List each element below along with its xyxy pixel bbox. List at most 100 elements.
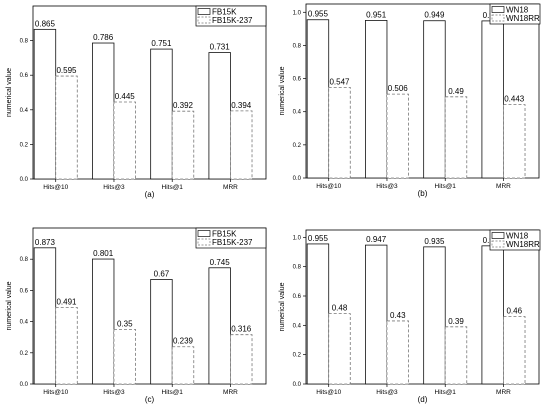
y-tick-label: 0.6 (20, 288, 29, 294)
bar-secondary (386, 320, 409, 385)
x-tick-label: Hits@10 (316, 389, 341, 396)
y-tick-label: 0.8 (20, 257, 29, 263)
data-label: 0.48 (332, 304, 348, 313)
x-tick-label: Hits@3 (376, 389, 398, 396)
x-tick-label: Hits@3 (103, 184, 125, 191)
data-label: 0.506 (388, 84, 409, 93)
y-tick-label: 1.0 (293, 235, 302, 241)
plot-frame (32, 227, 267, 385)
data-label: 0.751 (151, 39, 172, 48)
legend-entry: WN18RR (506, 14, 540, 23)
data-label: 0.39 (448, 317, 464, 326)
bar-primary (92, 42, 115, 180)
bar-primary (481, 245, 504, 385)
legend-swatch (197, 238, 211, 246)
y-tick-label: 0.4 (20, 320, 29, 326)
y-axis-label: numerical value (279, 66, 286, 115)
plot-frame (32, 5, 267, 180)
x-tick-label: Hits@1 (162, 389, 184, 396)
data-label: 0.947 (366, 235, 387, 244)
bar-secondary (386, 93, 409, 179)
data-label: 0.394 (231, 101, 252, 110)
y-tick-label: 0.6 (293, 77, 302, 83)
y-tick-label: 0.4 (293, 323, 302, 329)
bar-primary (306, 19, 330, 179)
y-tick-label: 0.4 (20, 108, 29, 114)
bar-primary (150, 48, 173, 180)
y-tick-label: 0.0 (20, 382, 29, 388)
data-label: 0.731 (210, 43, 231, 52)
bar-secondary (230, 110, 253, 180)
bar-secondary (444, 326, 468, 385)
bar-primary (365, 244, 388, 385)
y-tick-label: 0.8 (293, 43, 302, 49)
bar-secondary (328, 313, 351, 385)
y-tick-label: 0.2 (293, 353, 302, 359)
bar-primary (423, 246, 446, 385)
chart-panel-1: 0.0 0.2 0.4 0.6 0.8 numerical value 0.865 0.595… (6, 5, 267, 199)
bar-secondary (55, 75, 78, 180)
x-tick-label: Hits@3 (103, 389, 125, 396)
x-tick-label: Hits@1 (162, 184, 184, 191)
y-axis-label: numerical value (279, 282, 286, 331)
data-label: 0.786 (93, 33, 114, 42)
data-label: 0.392 (173, 101, 194, 110)
panel-caption: (b) (418, 189, 428, 198)
data-label: 0.316 (231, 325, 252, 334)
data-label: 0.43 (390, 311, 406, 320)
data-label: 0.935 (424, 237, 445, 246)
data-label: 0.951 (366, 10, 387, 19)
y-tick-label: 0.2 (20, 351, 29, 357)
data-label: 0.949 (424, 11, 445, 20)
legend-swatch (197, 8, 211, 15)
bar-primary (306, 243, 330, 385)
data-label: 0.49 (448, 87, 464, 96)
y-tick-label: 0.6 (293, 294, 302, 300)
x-tick-label: Hits@1 (435, 389, 457, 396)
x-tick-label: Hits@10 (316, 183, 341, 190)
data-label: 0.547 (329, 77, 350, 86)
y-tick-label: 0.6 (20, 73, 29, 79)
y-tick-label: 0.0 (293, 382, 302, 388)
bar-primary (208, 52, 231, 180)
x-tick-label: MRR (223, 389, 238, 396)
legend-swatch (197, 230, 211, 237)
x-tick-label: Hits@10 (43, 389, 68, 396)
bar-primary (92, 258, 115, 385)
data-label: 0.35 (117, 319, 133, 328)
data-label: 0.745 (210, 258, 231, 267)
legend-entry: FB15K-237 (212, 16, 253, 25)
legend-swatch (197, 16, 211, 24)
panel-caption: (d) (418, 395, 428, 404)
legend-entry: WN18RR (506, 240, 540, 249)
bar-primary (33, 28, 57, 180)
bar-secondary (230, 334, 253, 385)
x-tick-label: MRR (496, 389, 511, 396)
bar-primary (365, 20, 388, 179)
legend-box (195, 5, 267, 27)
chart-panel-2: 0.0 0.2 0.4 0.6 0.8 1.0 numerical value 0.955 0.… (279, 3, 541, 198)
data-label: 0.445 (115, 92, 136, 101)
panel-caption: (c) (145, 395, 155, 404)
data-label: 0.67 (154, 269, 170, 278)
bar-secondary (55, 307, 78, 385)
data-label: 0.239 (173, 337, 194, 346)
y-tick-label: 0.2 (293, 143, 302, 149)
legend-swatch (491, 14, 505, 22)
bar-primary (33, 247, 57, 385)
bar-secondary (113, 101, 136, 180)
panel-caption: (a) (145, 190, 155, 199)
bar-primary (423, 20, 446, 179)
legend-entry: FB15K-237 (212, 238, 253, 247)
y-tick-label: 0.2 (20, 142, 29, 148)
legend-swatch (491, 240, 505, 248)
y-axis-label: numerical value (6, 68, 13, 117)
y-tick-label: 0.8 (20, 39, 29, 45)
legend-swatch (491, 232, 505, 239)
data-label: 0.801 (93, 249, 114, 258)
data-label: 0.443 (504, 95, 525, 104)
